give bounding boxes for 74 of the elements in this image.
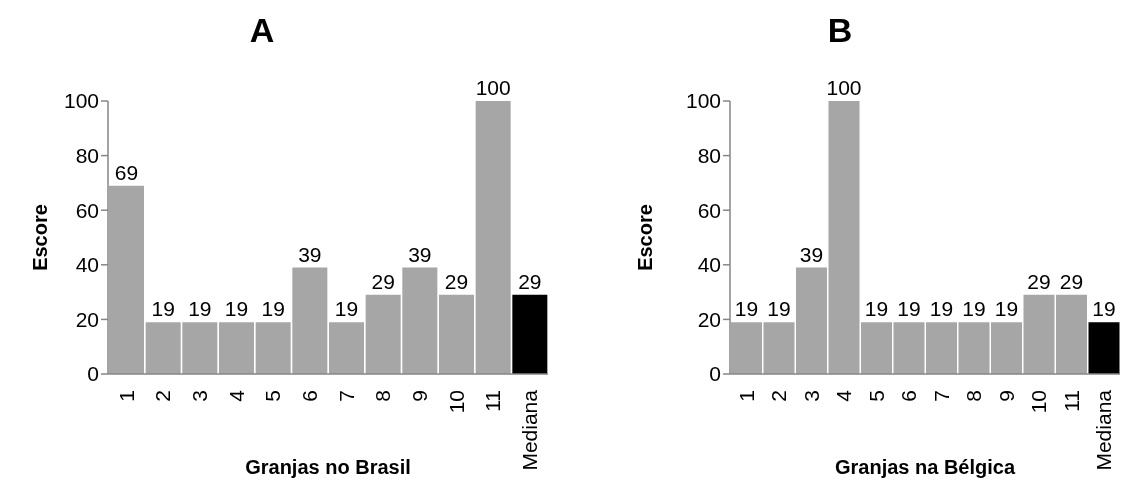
x-tick-label: 4 bbox=[832, 389, 856, 402]
x-tick-label: 8 bbox=[371, 390, 395, 402]
x-tick-label: 11 bbox=[1059, 390, 1083, 412]
bar bbox=[439, 294, 474, 374]
bar bbox=[219, 322, 254, 374]
x-tick-label: 2 bbox=[767, 390, 791, 402]
x-tick-label: 3 bbox=[799, 390, 823, 402]
x-tick-label: 11 bbox=[481, 390, 505, 412]
y-tick-label: 0 bbox=[87, 362, 99, 386]
x-tick-label: 1 bbox=[734, 390, 758, 402]
x-tick-label: 7 bbox=[334, 390, 358, 402]
data-label: 100 bbox=[826, 76, 862, 99]
data-label: 100 bbox=[475, 76, 511, 99]
bar bbox=[329, 322, 364, 374]
x-tick-label: 9 bbox=[994, 390, 1018, 402]
data-label: 19 bbox=[151, 297, 175, 321]
bar bbox=[731, 322, 762, 374]
x-tick-label: 5 bbox=[261, 390, 285, 402]
y-axis-title: Escore bbox=[634, 204, 656, 271]
data-label: 19 bbox=[334, 297, 359, 321]
data-label: 19 bbox=[767, 297, 791, 321]
data-label: 19 bbox=[734, 297, 759, 321]
x-tick-label: Mediana bbox=[1092, 389, 1116, 471]
y-tick-label: 80 bbox=[75, 144, 99, 168]
data-label: 39 bbox=[408, 242, 432, 266]
data-label: 39 bbox=[799, 242, 824, 266]
bar bbox=[475, 101, 511, 374]
x-tick-label: 4 bbox=[224, 389, 248, 402]
y-tick-label: 20 bbox=[75, 307, 99, 331]
data-label: 19 bbox=[261, 297, 285, 321]
data-label: 69 bbox=[114, 160, 139, 184]
y-tick-label: 40 bbox=[697, 253, 721, 277]
data-label: 19 bbox=[929, 297, 954, 321]
x-tick-label: 1 bbox=[114, 390, 138, 402]
bar bbox=[512, 294, 548, 374]
x-tick-label: 3 bbox=[188, 390, 212, 402]
chart-title: B bbox=[827, 11, 853, 49]
y-tick-label: 100 bbox=[63, 89, 99, 113]
x-tick-label: 6 bbox=[298, 390, 322, 402]
chart-title: A bbox=[249, 11, 275, 49]
x-tick-label: 6 bbox=[897, 390, 921, 402]
bar bbox=[109, 185, 144, 374]
y-tick-label: 80 bbox=[697, 144, 721, 168]
x-axis-title: Granjas no Brasil bbox=[245, 456, 411, 478]
data-label: 29 bbox=[518, 269, 542, 293]
y-tick-label: 60 bbox=[75, 198, 99, 222]
y-tick-label: 60 bbox=[697, 198, 721, 222]
data-label: 29 bbox=[1059, 269, 1084, 293]
y-tick-label: 20 bbox=[697, 307, 721, 331]
data-label: 29 bbox=[444, 269, 469, 293]
bar bbox=[1088, 322, 1120, 374]
x-tick-label: 5 bbox=[864, 390, 888, 402]
x-tick-label: 8 bbox=[962, 390, 986, 402]
data-label: 39 bbox=[298, 242, 322, 266]
data-label: 19 bbox=[1092, 297, 1116, 321]
data-label: 29 bbox=[371, 269, 395, 293]
data-label: 19 bbox=[994, 297, 1019, 321]
x-tick-label: Mediana bbox=[518, 389, 542, 471]
x-tick-label: 7 bbox=[929, 390, 953, 402]
data-label: 29 bbox=[1027, 269, 1051, 293]
y-tick-label: 0 bbox=[709, 362, 721, 386]
data-label: 19 bbox=[962, 297, 986, 321]
data-label: 19 bbox=[897, 297, 921, 321]
data-label: 19 bbox=[864, 297, 889, 321]
x-tick-label: 10 bbox=[1027, 390, 1051, 414]
y-tick-label: 100 bbox=[685, 89, 721, 113]
data-label: 19 bbox=[188, 297, 212, 321]
x-tick-label: 9 bbox=[408, 390, 432, 402]
y-axis-title: Escore bbox=[29, 204, 51, 271]
x-tick-label: 2 bbox=[151, 390, 175, 402]
data-label: 19 bbox=[224, 297, 249, 321]
y-tick-label: 40 bbox=[75, 253, 99, 277]
x-axis-title: Granjas na Bélgica bbox=[834, 456, 1016, 478]
x-tick-label: 10 bbox=[444, 390, 468, 414]
